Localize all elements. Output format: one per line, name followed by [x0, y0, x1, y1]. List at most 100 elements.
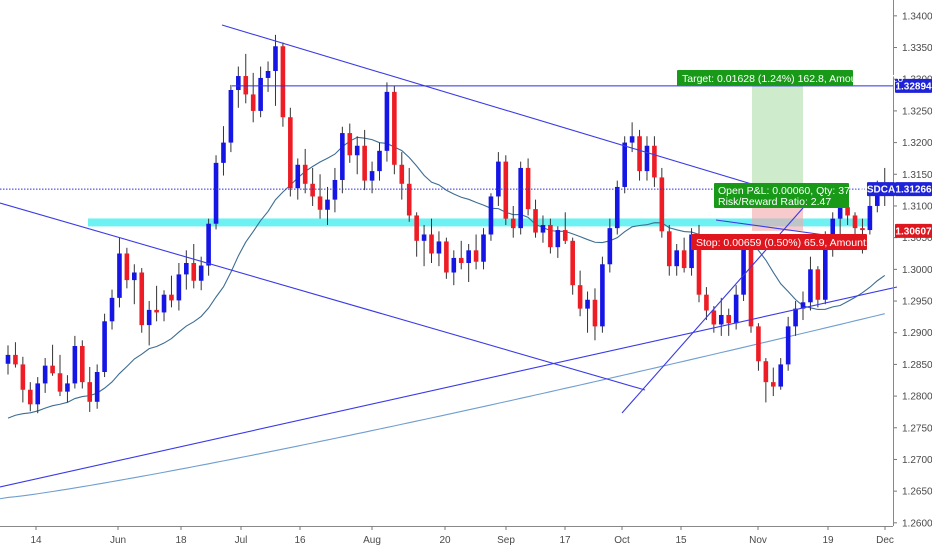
- x-tick-label: Sep: [497, 535, 515, 546]
- candle-down: [815, 269, 821, 300]
- candle-up: [94, 372, 100, 402]
- candle-up: [42, 365, 48, 384]
- candle-down: [770, 382, 776, 387]
- target-label[interactable]: Target: 0.01628 (1.24%) 162.8, Amount: 1…: [677, 70, 903, 86]
- price-tag-text: 1.31266: [895, 185, 932, 196]
- pnl-box[interactable]: Open P&L: 0.00060, Qty: 37936Risk/Reward…: [714, 183, 868, 208]
- y-tick-label: 1.30500: [902, 233, 932, 244]
- candle-up: [875, 193, 880, 206]
- candle-up: [555, 230, 561, 248]
- candle-up: [117, 253, 122, 298]
- candle-down: [392, 91, 397, 165]
- y-tick-label: 1.26500: [902, 487, 932, 498]
- candle-up: [102, 321, 107, 373]
- candle-down: [533, 209, 538, 233]
- candle-up: [5, 354, 11, 364]
- candle-down: [347, 133, 353, 156]
- candle-down: [711, 310, 717, 325]
- candle-down: [444, 241, 449, 273]
- candle-up: [800, 302, 806, 309]
- x-tick-label: 20: [439, 535, 451, 546]
- price-tag-bg: [895, 223, 932, 238]
- y-tick-label: 1.30000: [902, 265, 932, 276]
- candle-down: [659, 177, 665, 232]
- rr-label: Risk/Reward Ratio: 2.47: [718, 196, 831, 208]
- y-tick-label: 1.34000: [902, 11, 932, 22]
- candle-down: [13, 354, 18, 365]
- position-labels: Target: 0.01628 (1.24%) 162.8, Amount: 1…: [677, 70, 903, 250]
- candle-up: [369, 171, 375, 181]
- candle-down: [525, 167, 531, 210]
- x-tick-label: 18: [175, 535, 187, 546]
- stop-label-bg: [691, 234, 867, 250]
- candle-down: [458, 257, 464, 263]
- candle-up: [258, 77, 263, 111]
- stop-label-text: Stop: 0.00659 (0.50%) 65.9, Amount: 750: [696, 237, 889, 249]
- y-tick-label: 1.28500: [902, 360, 932, 371]
- price-tag-bg: [867, 182, 895, 197]
- candle-up: [718, 314, 724, 325]
- candle-up: [785, 326, 791, 365]
- candle-up: [184, 263, 189, 275]
- candle-up: [161, 294, 167, 313]
- candle-down: [169, 294, 174, 301]
- candle-up: [198, 265, 204, 281]
- candle-down: [473, 250, 479, 262]
- trendline-lower[interactable]: [0, 202, 646, 391]
- candle-up: [72, 346, 78, 384]
- candle-down: [726, 314, 732, 324]
- candle-down: [696, 234, 702, 295]
- pnl-box-bg: [714, 183, 849, 208]
- candle-up: [518, 167, 523, 229]
- stop-label[interactable]: Stop: 0.00659 (0.50%) 65.9, Amount: 750: [691, 234, 889, 250]
- position-zones: [88, 85, 868, 231]
- trendline-upper[interactable]: [221, 24, 806, 201]
- candle-up: [674, 250, 679, 267]
- candle-up: [451, 257, 457, 273]
- candle-up: [340, 133, 345, 180]
- pnl-label: Open P&L: 0.00060, Qty: 37936: [718, 185, 868, 197]
- candle-down: [704, 294, 709, 311]
- price-tag: 1.32894: [895, 78, 932, 93]
- candle-up: [228, 89, 234, 143]
- x-tick-label: 17: [559, 535, 571, 546]
- candle-up: [607, 228, 613, 265]
- candle-down: [406, 183, 412, 216]
- y-tick-label: 1.32500: [902, 106, 932, 117]
- candle-up: [741, 247, 746, 295]
- candle-up: [585, 299, 590, 309]
- moving-average-slow: [0, 313, 885, 500]
- candle-down: [57, 373, 63, 392]
- price-tag: 1.30607: [895, 223, 932, 238]
- x-tick-label: Nov: [749, 535, 767, 546]
- target-label-text: Target: 0.01628 (1.24%) 162.8, Amount: 1…: [682, 73, 903, 85]
- trendline-short[interactable]: [715, 219, 833, 237]
- candle-down: [87, 382, 93, 402]
- candle-up: [421, 234, 427, 241]
- x-tick-label: Oct: [614, 535, 630, 546]
- symbol-tag: USDCAD: [860, 182, 902, 197]
- candle-up: [109, 297, 115, 322]
- candle-down: [27, 389, 33, 405]
- y-tick-label: 1.29500: [902, 297, 932, 308]
- candle-down: [681, 250, 687, 269]
- candle-up: [830, 218, 836, 248]
- x-tick-label: 16: [294, 535, 306, 546]
- x-tick-label: 15: [675, 535, 687, 546]
- candle-down: [429, 234, 434, 254]
- candle-up: [600, 264, 605, 327]
- y-tick-label: 1.27000: [902, 455, 932, 466]
- candle-down: [592, 299, 598, 327]
- x-tick-label: Jul: [235, 535, 248, 546]
- candle-down: [652, 145, 657, 178]
- candle-down: [288, 117, 293, 189]
- price-tag-text: 1.32894: [895, 81, 932, 92]
- candle-down: [124, 253, 130, 281]
- candle-down: [243, 76, 249, 95]
- y-tick-label: 1.32000: [902, 138, 932, 149]
- candle-down: [548, 224, 553, 248]
- trendline-long-support[interactable]: [0, 286, 898, 488]
- x-tick-label: 19: [822, 535, 834, 546]
